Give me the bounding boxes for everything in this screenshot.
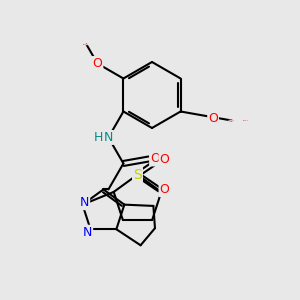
Text: S: S: [133, 168, 142, 182]
Text: O: O: [150, 152, 160, 165]
Text: O: O: [160, 183, 170, 196]
Text: O: O: [92, 57, 102, 70]
Text: H: H: [94, 131, 103, 144]
Text: methoxy: methoxy: [229, 120, 235, 121]
Text: O: O: [160, 153, 170, 166]
Text: N: N: [104, 131, 113, 144]
Text: N: N: [83, 226, 92, 239]
Text: methoxy: methoxy: [83, 44, 90, 45]
Text: O: O: [208, 112, 218, 125]
Text: methoxy: methoxy: [243, 120, 249, 121]
Text: N: N: [80, 196, 89, 209]
